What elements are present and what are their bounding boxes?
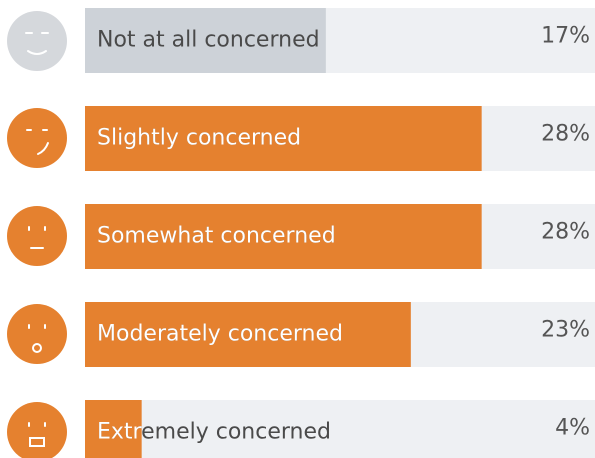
category-label: Not at all concerned — [97, 28, 320, 53]
icon — [7, 108, 67, 168]
bar — [85, 400, 142, 458]
value-label: 23% — [541, 318, 590, 343]
category-label: Extremely concerned — [97, 420, 331, 445]
category-label: Moderately concerned — [97, 322, 343, 347]
icons — [7, 11, 67, 458]
category-label-on-bar: Somewhat concerned — [97, 224, 336, 249]
bar-track — [85, 400, 595, 458]
icon-face — [26, 129, 49, 155]
icon — [7, 11, 67, 71]
bar — [85, 8, 326, 73]
bar — [85, 204, 482, 269]
value-label: 17% — [541, 24, 590, 49]
category-label-on-bar: Moderately concerned — [97, 322, 343, 347]
value-label: 28% — [541, 122, 590, 147]
icon-face — [28, 324, 46, 329]
icon — [7, 206, 67, 266]
category-label: Slightly concerned — [97, 126, 301, 151]
bar — [85, 302, 411, 367]
value-label: 28% — [541, 220, 590, 245]
category-label-on-bar: Slightly concerned — [97, 126, 301, 151]
value-label: 4% — [555, 416, 590, 441]
icon-face — [25, 32, 49, 55]
bar — [85, 106, 482, 171]
icon-face — [28, 226, 46, 249]
icon-face — [32, 343, 42, 353]
category-label: Somewhat concerned — [97, 224, 336, 249]
icon-face — [28, 422, 46, 447]
icon — [7, 304, 67, 364]
icon — [7, 402, 67, 458]
category-label-on-bar: Extremely concerned — [97, 420, 331, 445]
